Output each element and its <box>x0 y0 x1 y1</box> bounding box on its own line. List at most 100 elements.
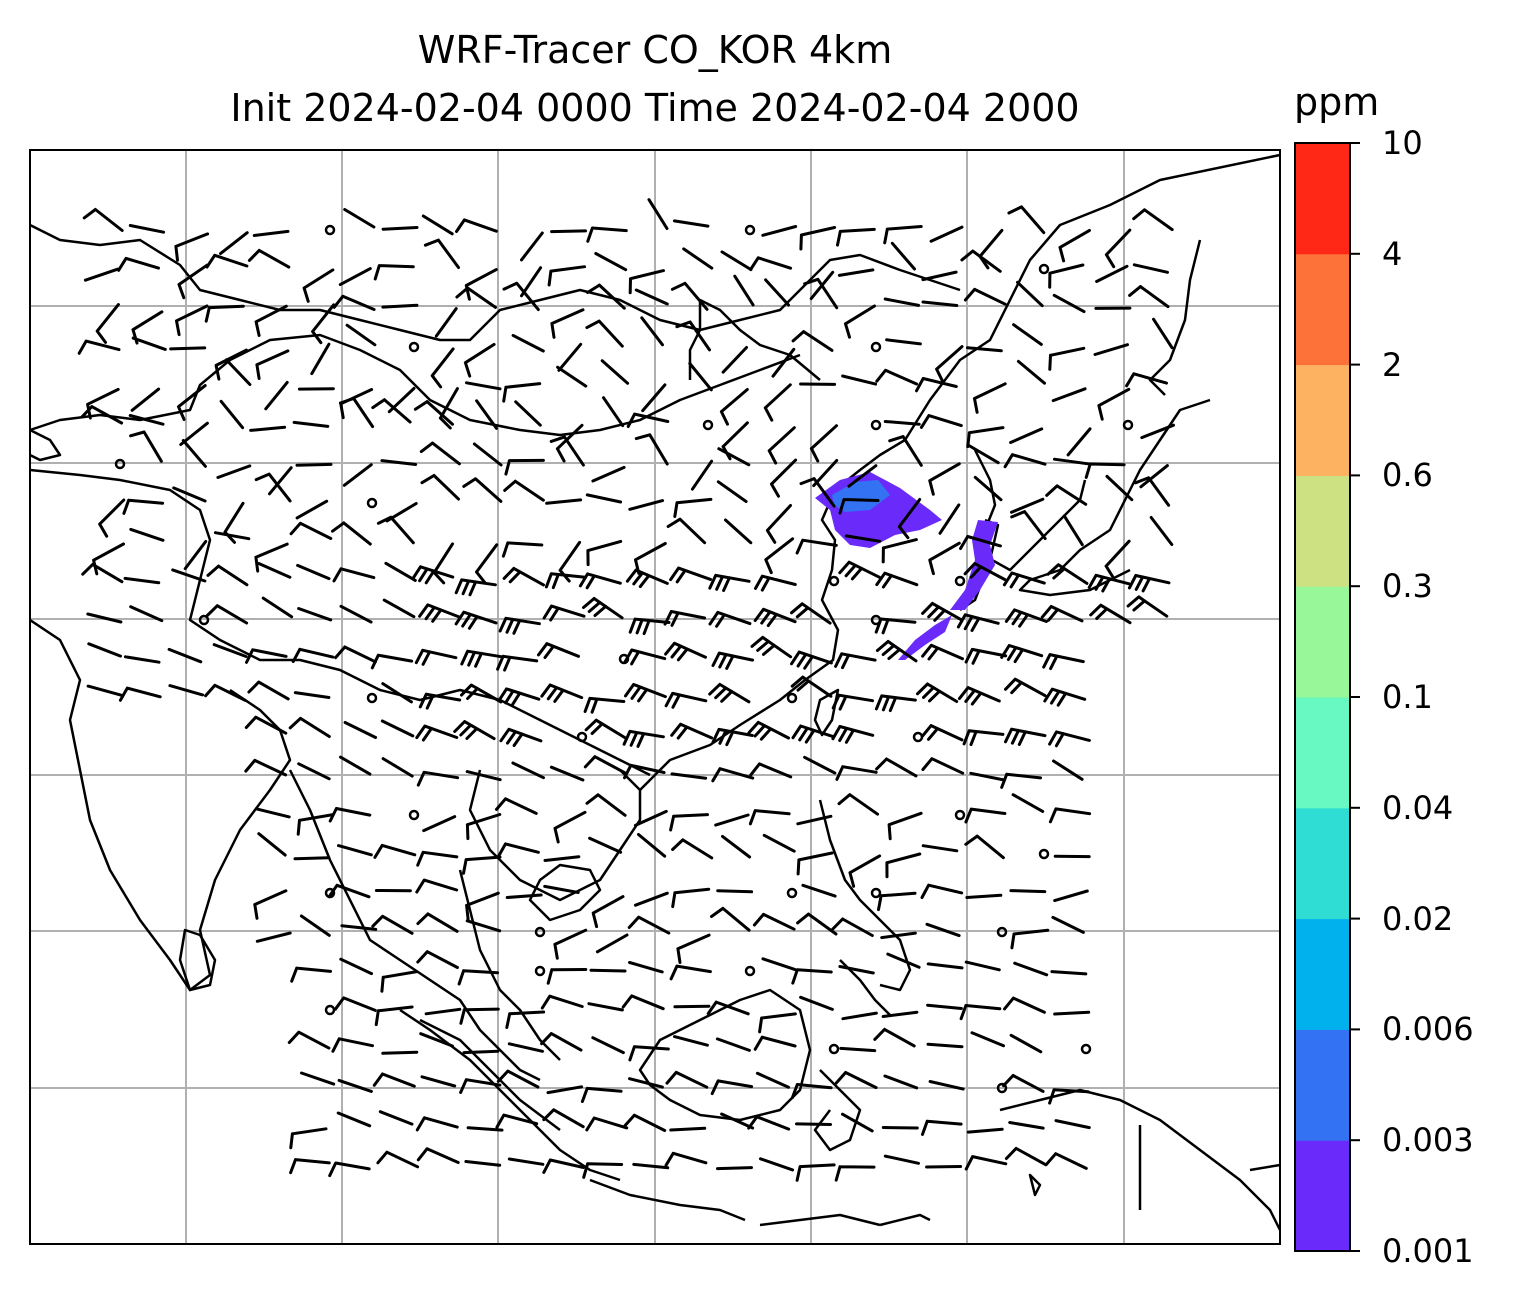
wind-barb <box>80 405 124 425</box>
colorbar-tick-label: 0.6 <box>1382 456 1433 495</box>
wind-barb <box>257 562 292 579</box>
wind-barb <box>131 310 164 345</box>
wind-barb <box>1008 1121 1045 1130</box>
wind-barb <box>297 607 333 622</box>
wind-barb <box>384 561 417 582</box>
calm-circle <box>198 614 210 626</box>
wind-barb <box>219 231 249 256</box>
wind-barb <box>311 303 336 345</box>
wind-barb <box>883 225 923 245</box>
wind-barb <box>86 612 123 624</box>
wind-barb <box>77 339 121 355</box>
wind-barb <box>670 722 714 740</box>
wind-barb <box>420 474 460 501</box>
wind-barb <box>591 1036 625 1055</box>
wind-barb <box>809 424 838 463</box>
wind-barb <box>877 891 917 912</box>
coastline-segment <box>29 428 62 462</box>
wind-barb <box>671 887 711 909</box>
wind-barb <box>205 253 249 269</box>
wind-barb <box>926 962 964 970</box>
calm-circle <box>534 965 546 977</box>
coastline-segment <box>1028 1173 1042 1197</box>
colorbar-tick-label: 0.3 <box>1382 567 1433 606</box>
wind-barb <box>122 498 165 515</box>
wind-barb <box>886 952 921 969</box>
wind-barb <box>747 720 790 741</box>
wind-barb <box>883 420 921 426</box>
wind-barb <box>963 562 1007 581</box>
wind-barb <box>591 465 626 483</box>
colorbar-tick-label: 0.04 <box>1382 788 1454 827</box>
calm-circle <box>366 497 378 509</box>
wind-barb <box>540 683 584 703</box>
wind-barb <box>1132 208 1174 232</box>
wind-barb <box>966 1127 1004 1134</box>
wind-barb <box>457 969 499 986</box>
wind-barb <box>796 912 838 936</box>
wind-barb <box>750 635 793 659</box>
wind-barb <box>547 265 587 287</box>
wind-barb <box>546 968 588 985</box>
coastline-segment <box>688 298 821 381</box>
chart-subtitle: Init 2024-02-04 0000 Time 2024-02-04 200… <box>230 86 1080 130</box>
wind-barb <box>584 718 627 740</box>
wind-barb <box>1011 793 1045 813</box>
wind-barb <box>663 610 707 627</box>
calm-circle <box>114 458 126 470</box>
wind-barb <box>708 682 751 704</box>
wind-barb <box>716 1166 753 1171</box>
colorbar-segment <box>1295 1029 1350 1141</box>
wind-barb <box>1104 539 1131 580</box>
wind-barb <box>959 1004 1002 1021</box>
wind-barb <box>835 765 878 781</box>
wind-barb <box>767 426 796 465</box>
wind-barb <box>421 214 454 236</box>
coastline-segment <box>818 799 912 992</box>
wind-barb <box>628 961 664 974</box>
wind-barb <box>430 347 455 389</box>
colorbar-tick-label: 4 <box>1382 234 1403 273</box>
wind-barb <box>416 1147 460 1164</box>
calm-circle <box>1038 263 1050 275</box>
wind-barb <box>1010 510 1047 541</box>
wind-barb <box>586 283 626 310</box>
wind-barb <box>1127 574 1171 593</box>
wind-barb <box>175 304 209 337</box>
colorbar-tick-label: 0.1 <box>1382 678 1433 716</box>
wind-barb <box>423 238 460 269</box>
colorbar-tick-label: 0.003 <box>1382 1121 1474 1160</box>
wind-barb <box>424 1007 462 1016</box>
wind-barb <box>969 771 1006 782</box>
wind-barb <box>837 793 880 816</box>
wind-barb <box>881 1126 919 1130</box>
wind-barb <box>758 1012 797 1034</box>
wind-barb <box>711 767 755 783</box>
calm-circle <box>366 692 378 704</box>
wind-barb <box>1009 889 1047 894</box>
wind-barb <box>310 342 331 376</box>
wind-barb <box>880 931 917 940</box>
wind-barb <box>875 571 919 589</box>
wind-barb <box>791 330 834 352</box>
wind-barb <box>688 362 713 392</box>
wind-barb <box>928 462 961 496</box>
wind-barb <box>957 686 1001 706</box>
wind-barb <box>255 931 292 943</box>
wind-barb <box>556 365 588 388</box>
colorbar-segment <box>1295 143 1350 255</box>
wind-barb <box>1003 996 1046 1014</box>
wind-barb <box>831 693 874 711</box>
wind-barb <box>964 960 1001 972</box>
wind-barb <box>838 498 880 515</box>
wind-barb <box>844 304 876 339</box>
wind-barb <box>454 578 497 597</box>
wind-barb <box>337 844 373 857</box>
wind-barb <box>337 1078 373 1093</box>
wind-barb <box>626 412 670 428</box>
wind-barb <box>724 518 753 545</box>
wind-barb <box>582 597 624 620</box>
calm-circle <box>954 575 966 587</box>
wind-barb <box>836 227 876 247</box>
wind-barb <box>672 219 710 228</box>
